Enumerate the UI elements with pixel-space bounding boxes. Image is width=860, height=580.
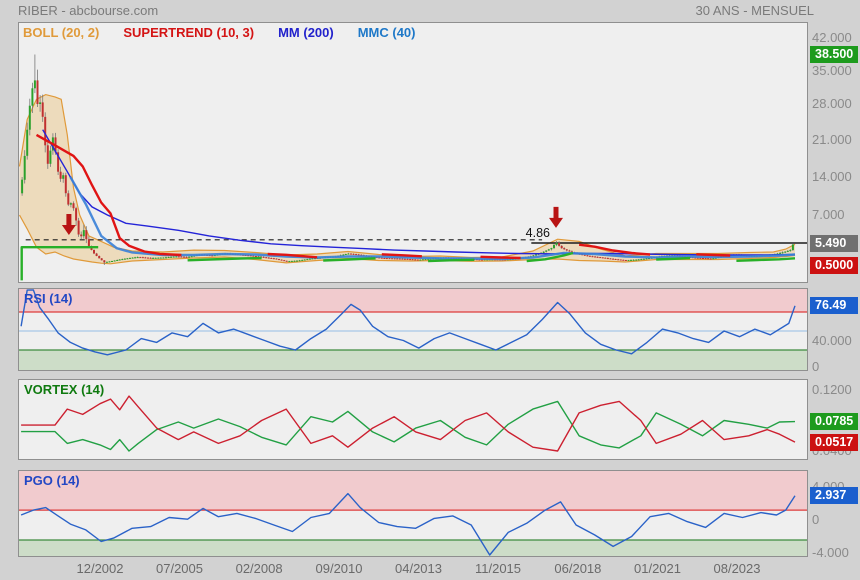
pgo-chart-svg [19, 471, 807, 556]
price-axis-label: 35.000 [812, 63, 852, 78]
period-high-badge: 38.500 [810, 46, 858, 63]
rsi-panel[interactable]: RSI (14) [18, 288, 808, 371]
price-line-layer [25, 239, 807, 244]
vortex-label[interactable]: VORTEX (14) [24, 382, 105, 397]
pgo-label[interactable]: PGO (14) [24, 473, 80, 488]
price-panel[interactable]: 4.86 BOLL (20, 2) SUPERTREND (10, 3) MM (2… [18, 22, 808, 283]
legend-item-mmc40[interactable]: MMC (40) [357, 25, 416, 40]
price-axis-label: 14.000 [812, 169, 852, 184]
legend-item-supertrend[interactable]: SUPERTREND (10, 3) [123, 25, 255, 40]
x-axis-tick: 02/2008 [235, 561, 283, 576]
down-arrow-icon [549, 206, 563, 228]
legend-item-mm200[interactable]: MM (200) [278, 25, 334, 40]
instrument-title: RIBER - abcbourse.com [18, 3, 159, 18]
legend-item-boll[interactable]: BOLL (20, 2) [23, 25, 100, 40]
period-low-badge: 0.5000 [810, 256, 858, 274]
x-axis-tick: 06/2018 [554, 561, 602, 576]
supertrend-layer [20, 133, 796, 281]
bollinger-band-layer [19, 93, 796, 265]
vortex-axis-label: 0.1200 [812, 382, 852, 397]
price-axis-label: 42.000 [812, 30, 852, 45]
x-axis-tick: 07/2005 [156, 561, 203, 576]
rsi-line [20, 289, 796, 356]
candles-layer [21, 54, 794, 265]
x-axis-tick: 08/2023 [713, 561, 761, 576]
rsi-label[interactable]: RSI (14) [24, 291, 73, 306]
rsi-value-badge: 76.49 [810, 297, 858, 315]
x-axis-tick: 12/2002 [76, 561, 124, 576]
price-axis-label: 21.000 [812, 132, 852, 147]
pgo-axis-label: -4.000 [812, 545, 849, 560]
down-arrow-icon [61, 214, 76, 235]
moving-average-layer [42, 129, 796, 261]
pgo-value-badge: 2.937 [810, 487, 858, 505]
vortex-panel[interactable]: VORTEX (14) [18, 379, 808, 460]
vortex-line-viplus [21, 400, 796, 452]
annotation-layer: 4.86 [61, 206, 563, 240]
vortex-minus-badge: 0.0517 [810, 433, 858, 451]
x-axis-tick: 01/2021 [634, 561, 681, 576]
rsi-chart-svg [19, 289, 807, 370]
price-annotation-label: 4.86 [526, 226, 550, 240]
x-axis-tick: 04/2013 [395, 561, 442, 576]
x-axis-tick: 09/2010 [315, 561, 363, 576]
vortex-chart-svg [21, 395, 796, 452]
price-axis-label: 28.000 [812, 96, 852, 111]
last-price-badge: 5.490 [810, 234, 858, 252]
vortex-line-viminus [21, 395, 796, 452]
indicator-legend: BOLL (20, 2) SUPERTREND (10, 3) MM (200) MM… [23, 25, 440, 40]
pgo-axis-label: 0 [812, 512, 820, 527]
rsi-axis-label: 0 [812, 359, 820, 374]
pgo-panel[interactable]: PGO (14) [18, 470, 808, 557]
period-selector-label[interactable]: 30 ANS - MENSUEL [695, 3, 815, 18]
price-axis-label: 7.000 [812, 207, 845, 222]
x-axis-tick: 11/2015 [474, 561, 522, 576]
rsi-axis-label: 40.000 [812, 332, 852, 348]
price-chart-svg: 4.86 [19, 54, 807, 281]
vortex-plus-badge: 0.0785 [810, 413, 858, 431]
pgo-line [20, 492, 796, 556]
